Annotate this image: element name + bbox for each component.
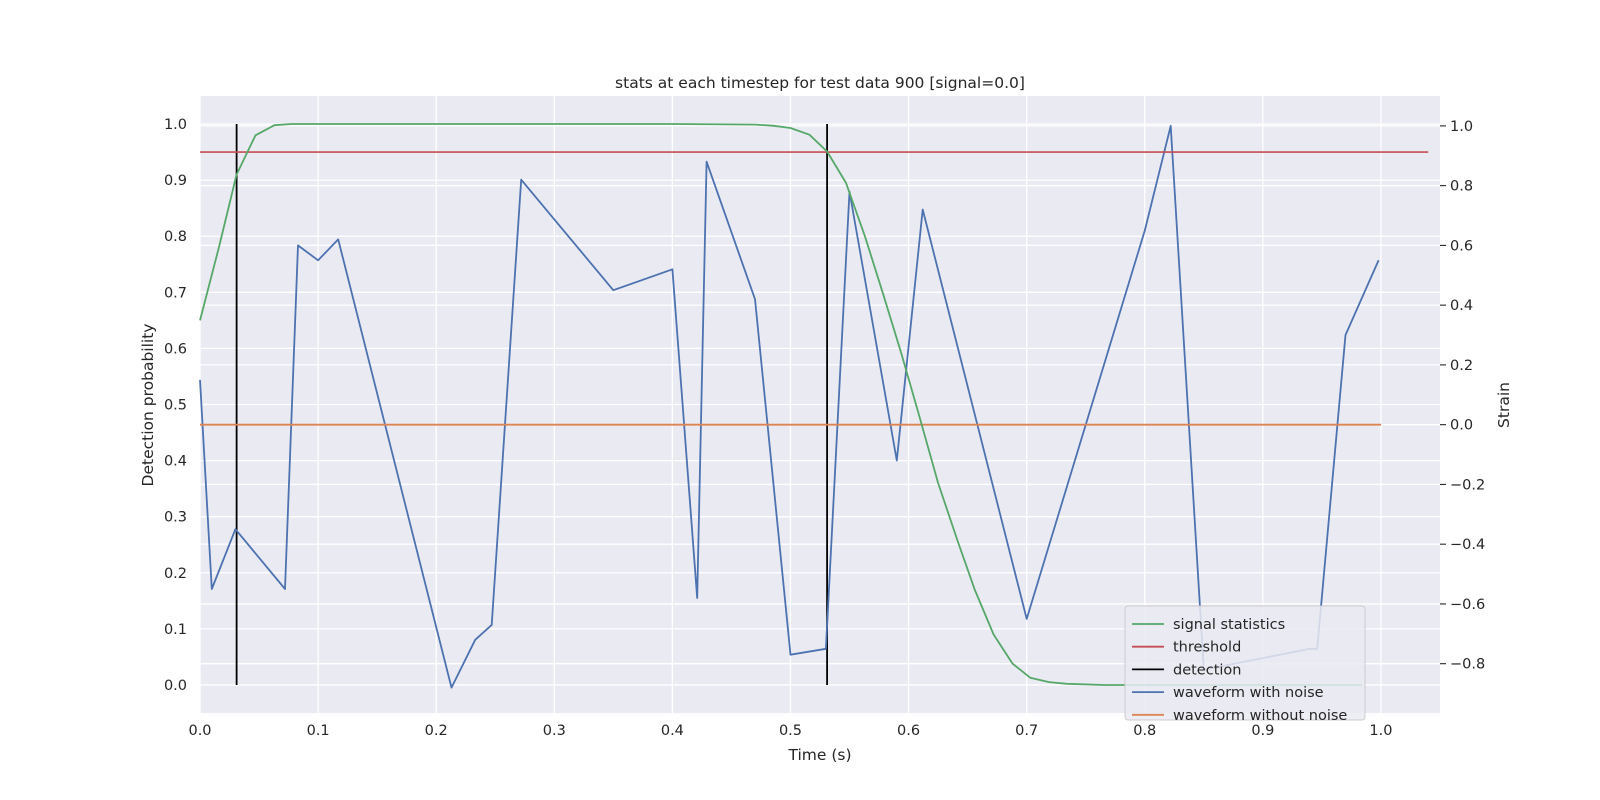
right-y-tick-label: 0.0 (1450, 418, 1473, 434)
legend-label: detection (1173, 662, 1241, 678)
left-axis-title: Detection probability (139, 324, 157, 487)
x-tick-label: 1.0 (1369, 723, 1392, 739)
x-axis-ticks: 0.0 0.1 0.2 0.3 0.4 0.5 0.6 0.7 0.8 0.9 1.0 (188, 723, 1392, 739)
right-y-tick-label: 1.0 (1450, 119, 1473, 135)
series-waveform-with-noise (199, 125, 1380, 689)
left-y-tick-label: 0.7 (164, 285, 187, 301)
left-y-tick-label: 1.0 (164, 117, 187, 133)
left-y-tick-label: 0.8 (164, 229, 187, 245)
left-y-tick-label: 0.2 (164, 566, 187, 582)
right-y-tick-label: −0.8 (1450, 657, 1485, 673)
x-tick-label: 0.5 (779, 723, 802, 739)
x-tick-label: 0.7 (1015, 723, 1038, 739)
chart-title: stats at each timestep for test data 900… (615, 74, 1025, 92)
x-tick-label: 0.1 (307, 723, 330, 739)
legend-label: waveform with noise (1173, 685, 1324, 701)
x-tick-label: 0.4 (661, 723, 684, 739)
legend: signal statistics threshold detection wavef… (1124, 605, 1366, 724)
right-axis-ticks: −0.8 −0.6 −0.4 −0.2 0.0 0.2 0.4 0.6 0.8 1.0 (1440, 119, 1485, 673)
x-tick-label: 0.2 (425, 723, 448, 739)
left-y-tick-label: 0.0 (164, 678, 187, 694)
legend-label: signal statistics (1173, 617, 1285, 633)
x-tick-label: 0.9 (1251, 723, 1274, 739)
x-axis-title: Time (s) (787, 746, 851, 764)
left-y-tick-label: 0.6 (164, 341, 187, 357)
series-layer (199, 123, 1429, 689)
right-y-tick-label: −0.2 (1450, 477, 1485, 493)
left-y-tick-label: 0.4 (164, 454, 187, 470)
left-axis-ticks: 0.0 0.1 0.2 0.3 0.4 0.5 0.6 0.7 0.8 0.9 1.0 (164, 117, 187, 694)
x-tick-label: 0.6 (897, 723, 920, 739)
right-y-tick-label: 0.6 (1450, 238, 1473, 254)
right-y-tick-label: −0.4 (1450, 537, 1485, 553)
left-y-tick-label: 0.1 (164, 622, 187, 638)
right-y-tick-label: −0.6 (1450, 597, 1485, 613)
legend-label: waveform without noise (1173, 708, 1347, 724)
x-tick-label: 0.3 (543, 723, 566, 739)
x-tick-label: 0.8 (1133, 723, 1156, 739)
left-y-tick-label: 0.3 (164, 510, 187, 526)
grid (199, 96, 1440, 713)
legend-label: threshold (1173, 640, 1241, 656)
right-y-tick-label: 0.2 (1450, 358, 1473, 374)
legend-frame (1124, 605, 1366, 721)
right-y-tick-label: 0.8 (1450, 179, 1473, 195)
x-tick-label: 0.0 (188, 723, 211, 739)
right-y-tick-label: 0.4 (1450, 298, 1473, 314)
right-axis-title: Strain (1495, 382, 1513, 428)
left-y-tick-label: 0.9 (164, 173, 187, 189)
left-y-tick-label: 0.5 (164, 398, 187, 414)
series-signal-statistics (199, 123, 1363, 686)
